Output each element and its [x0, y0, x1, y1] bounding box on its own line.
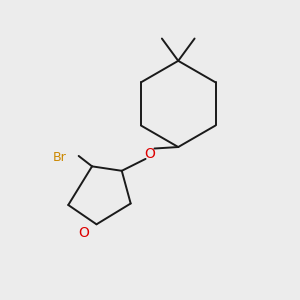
Text: O: O — [145, 148, 155, 161]
Text: Br: Br — [53, 151, 67, 164]
Text: O: O — [79, 226, 89, 240]
